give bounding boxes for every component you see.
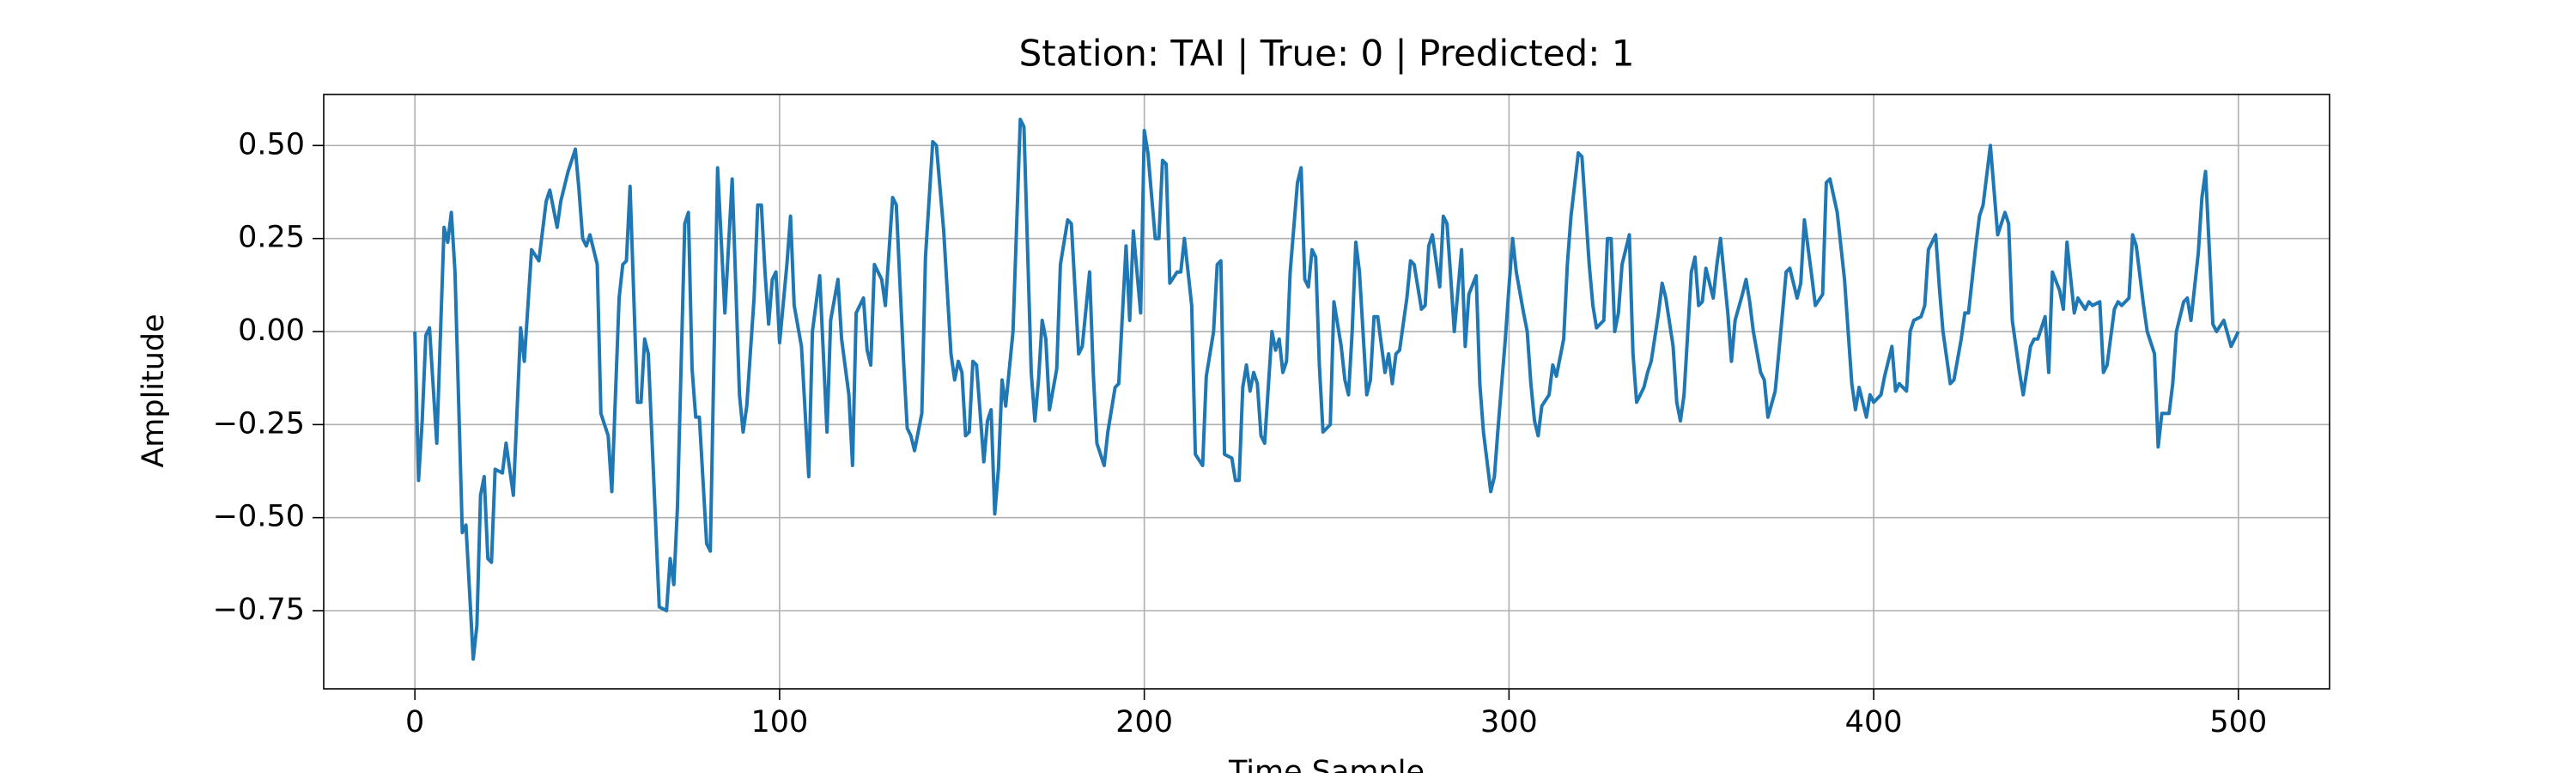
y-tick-label: −0.50 xyxy=(213,500,305,534)
x-tick-label: 500 xyxy=(2209,705,2267,740)
chart-title: Station: TAI | True: 0 | Predicted: 1 xyxy=(1019,33,1635,75)
y-axis-label: Amplitude xyxy=(137,313,171,467)
y-tick-label: −0.75 xyxy=(213,593,305,627)
x-tick-label: 0 xyxy=(405,705,424,740)
x-axis-label: Time Sample xyxy=(1228,755,1425,773)
y-tick-label: 0.50 xyxy=(238,127,305,161)
y-tick-label: −0.25 xyxy=(213,406,305,441)
x-tick-label: 400 xyxy=(1845,705,1903,740)
y-tick-label: 0.00 xyxy=(238,313,305,348)
x-tick-label: 100 xyxy=(751,705,809,740)
x-tick-label: 300 xyxy=(1480,705,1538,740)
data-line xyxy=(413,118,2240,661)
y-tick-label: 0.25 xyxy=(238,221,305,255)
x-tick-label: 200 xyxy=(1115,705,1173,740)
plot-frame xyxy=(323,94,2330,690)
